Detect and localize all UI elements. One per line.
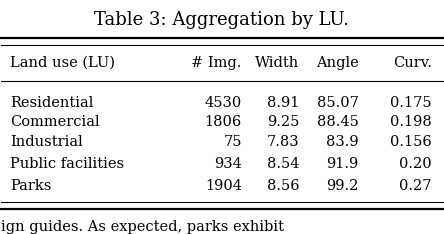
Text: 85.07: 85.07 bbox=[317, 95, 359, 110]
Text: 7.83: 7.83 bbox=[266, 135, 299, 149]
Text: ign guides. As expected, parks exhibit: ign guides. As expected, parks exhibit bbox=[1, 220, 285, 234]
Text: Angle: Angle bbox=[316, 56, 359, 70]
Text: 8.56: 8.56 bbox=[266, 179, 299, 193]
Text: Residential: Residential bbox=[10, 95, 94, 110]
Text: 99.2: 99.2 bbox=[326, 179, 359, 193]
Text: 934: 934 bbox=[214, 157, 242, 172]
Text: Public facilities: Public facilities bbox=[10, 157, 124, 172]
Text: 0.27: 0.27 bbox=[399, 179, 432, 193]
Text: 9.25: 9.25 bbox=[267, 115, 299, 129]
Text: 88.45: 88.45 bbox=[317, 115, 359, 129]
Text: Commercial: Commercial bbox=[10, 115, 100, 129]
Text: 0.175: 0.175 bbox=[390, 95, 432, 110]
Text: 75: 75 bbox=[223, 135, 242, 149]
Text: Parks: Parks bbox=[10, 179, 52, 193]
Text: 0.198: 0.198 bbox=[390, 115, 432, 129]
Text: Curv.: Curv. bbox=[392, 56, 432, 70]
Text: 91.9: 91.9 bbox=[326, 157, 359, 172]
Text: 8.54: 8.54 bbox=[267, 157, 299, 172]
Text: Industrial: Industrial bbox=[10, 135, 83, 149]
Text: # Img.: # Img. bbox=[191, 56, 242, 70]
Text: 0.156: 0.156 bbox=[390, 135, 432, 149]
Text: 1806: 1806 bbox=[205, 115, 242, 129]
Text: Table 3: Aggregation by LU.: Table 3: Aggregation by LU. bbox=[95, 11, 349, 29]
Text: 8.91: 8.91 bbox=[267, 95, 299, 110]
Text: Width: Width bbox=[255, 56, 299, 70]
Text: 1904: 1904 bbox=[205, 179, 242, 193]
Text: 83.9: 83.9 bbox=[326, 135, 359, 149]
Text: 4530: 4530 bbox=[205, 95, 242, 110]
Text: Land use (LU): Land use (LU) bbox=[10, 56, 115, 70]
Text: 0.20: 0.20 bbox=[399, 157, 432, 172]
